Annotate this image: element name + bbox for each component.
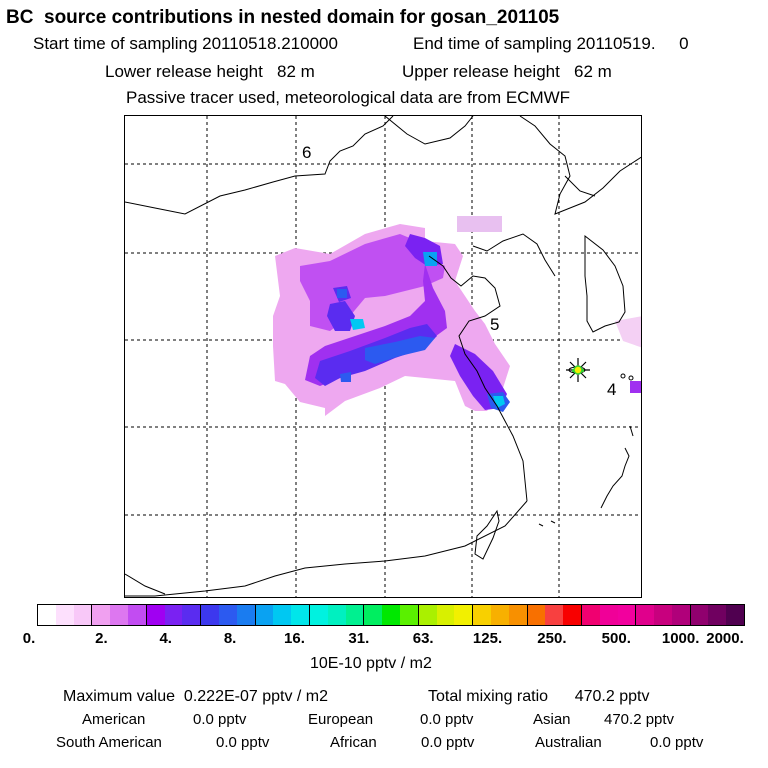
color-scale-segment: [617, 605, 637, 625]
color-scale-tick-label: 2.: [95, 630, 108, 647]
color-scale-segment: [92, 605, 111, 625]
color-scale-segment: [418, 605, 437, 625]
asian-label: Asian: [533, 711, 571, 728]
color-scale-segment: [218, 605, 237, 625]
color-scale-tick-label: 500.: [601, 630, 631, 647]
color-scale-tick-label: 250.: [537, 630, 567, 647]
color-scale-segment: [690, 605, 709, 625]
color-scale-segment: [273, 605, 292, 625]
australian-value: 0.0 pptv: [650, 734, 704, 751]
color-scale-tick-label: 1000.: [661, 630, 700, 647]
plot-title: BC source contributions in nested domain…: [6, 7, 560, 28]
color-scale-segment: [345, 605, 365, 625]
color-scale-tick-label: 0.: [22, 630, 36, 647]
color-scale-segment: [599, 605, 618, 625]
asian-value: 470.2 pptv: [604, 711, 675, 728]
color-scale-segment: [490, 605, 509, 625]
african-value: 0.0 pptv: [421, 734, 475, 751]
color-scale-segment: [654, 605, 672, 625]
color-scale-tick-label: 2000.: [706, 630, 744, 647]
coastlines: [125, 116, 641, 597]
color-scale-segment: [236, 605, 256, 625]
african-label: African: [330, 734, 377, 751]
color-scale-segment: [110, 605, 128, 625]
color-scale-segment: [473, 605, 491, 625]
end-time-text: End time of sampling 20110519. 0: [413, 34, 689, 53]
color-scale-segment: [255, 605, 274, 625]
color-scale-segment: [545, 605, 564, 625]
map-label-6: 6: [302, 143, 312, 162]
color-scale-segment: [708, 605, 727, 625]
color-scale-tick-label: 16.: [284, 630, 305, 647]
color-scale-segment: [164, 605, 183, 625]
color-scale-segment: [309, 605, 328, 625]
south-american-label: South American: [56, 734, 162, 751]
color-scale-segment: [636, 605, 655, 625]
american-value: 0.0 pptv: [193, 711, 247, 728]
concentration-plume: [273, 216, 641, 416]
european-value: 0.0 pptv: [420, 711, 474, 728]
color-scale-segment: [364, 605, 383, 625]
lower-release-text: Lower release height 82 m: [105, 62, 315, 81]
receptor-star-icon: [566, 358, 590, 382]
map-canvas: [125, 116, 641, 597]
color-scale-segment: [436, 605, 455, 625]
color-scale-tick-label: 8.: [223, 630, 237, 647]
color-scale-segment: [508, 605, 528, 625]
south-american-value: 0.0 pptv: [216, 734, 270, 751]
upper-release-text: Upper release height 62 m: [402, 62, 612, 81]
map-label-4: 4: [607, 380, 617, 399]
color-scale-segment: [726, 605, 745, 625]
color-scale-tick-label: 31.: [348, 630, 370, 647]
color-scale-segment: [291, 605, 310, 625]
color-scale-bar: [37, 604, 745, 626]
color-scale-tick-label: 125.: [472, 630, 503, 647]
american-label: American: [82, 711, 146, 728]
color-scale-segment: [399, 605, 419, 625]
color-scale-segment: [73, 605, 93, 625]
european-label: European: [308, 711, 374, 728]
color-scale-segment: [127, 605, 147, 625]
color-scale-segment: [671, 605, 691, 625]
color-scale-segment: [327, 605, 346, 625]
color-scale-units: 10E-10 pptv / m2: [310, 655, 432, 672]
color-scale-segment: [581, 605, 600, 625]
australian-label: Australian: [535, 734, 602, 751]
total-mixing-ratio-text: Total mixing ratio 470.2 pptv: [428, 688, 650, 705]
color-scale-segment: [563, 605, 582, 625]
map-panel: 6 5 4: [124, 115, 642, 598]
color-scale-segment: [527, 605, 546, 625]
maximum-value-text: Maximum value 0.222E-07 pptv / m2: [63, 688, 329, 705]
start-time-text: Start time of sampling 20110518.210000: [33, 34, 338, 53]
color-scale-segment: [454, 605, 474, 625]
color-scale-tick-label: 63.: [412, 630, 434, 647]
tracer-note-text: Passive tracer used, meteorological data…: [126, 88, 571, 107]
color-scale-tick-label: 4.: [159, 630, 172, 647]
color-scale-segment: [55, 605, 74, 625]
color-scale-segment: [201, 605, 219, 625]
color-scale-segment: [182, 605, 202, 625]
map-label-5: 5: [490, 315, 500, 334]
color-scale-segment: [382, 605, 400, 625]
color-scale-segment: [38, 605, 56, 625]
color-scale-segment: [146, 605, 165, 625]
